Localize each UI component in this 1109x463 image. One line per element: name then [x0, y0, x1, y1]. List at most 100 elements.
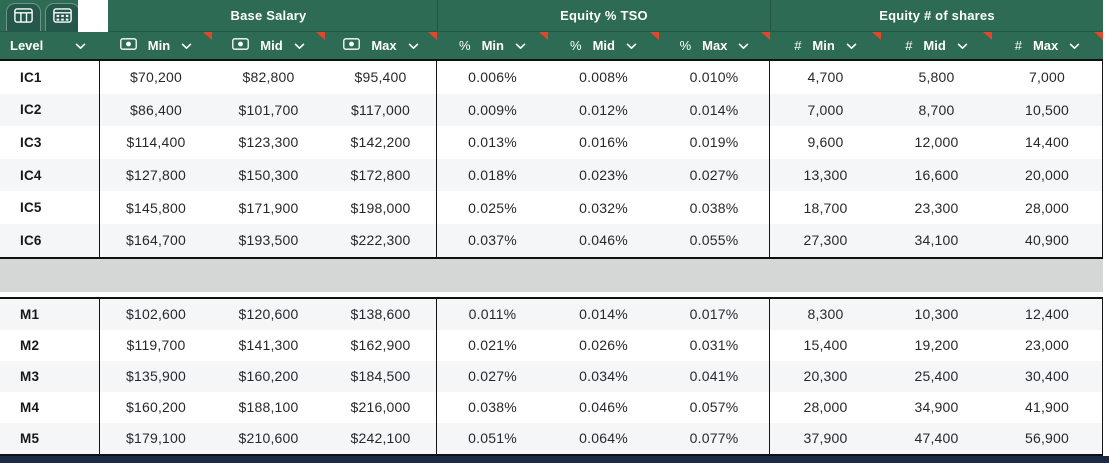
value-cell[interactable]: 14,400 — [992, 126, 1103, 159]
value-cell[interactable]: 18,700 — [770, 191, 881, 224]
value-cell[interactable]: 0.034% — [548, 361, 659, 392]
value-cell[interactable]: 0.026% — [548, 330, 659, 361]
value-cell[interactable]: 28,000 — [770, 392, 881, 423]
value-cell[interactable]: 23,000 — [992, 329, 1103, 361]
value-cell[interactable]: $95,400 — [325, 61, 437, 94]
value-cell[interactable]: $150,300 — [212, 159, 325, 192]
chevron-down-icon[interactable] — [1069, 38, 1080, 53]
value-cell[interactable]: 34,100 — [881, 224, 992, 257]
value-cell[interactable]: 7,000 — [992, 61, 1103, 94]
value-cell[interactable]: 47,400 — [881, 423, 992, 454]
level-cell[interactable]: M5 — [0, 422, 100, 454]
value-cell[interactable]: 10,500 — [992, 93, 1103, 127]
value-cell[interactable]: $188,100 — [212, 392, 325, 423]
value-cell[interactable]: 0.046% — [548, 224, 659, 257]
value-cell[interactable]: 34,900 — [881, 392, 992, 423]
value-cell[interactable]: $145,800 — [100, 191, 212, 224]
value-cell[interactable]: 0.038% — [659, 191, 770, 224]
value-cell[interactable]: 8,700 — [881, 94, 992, 127]
column-header-equity-of-shares-min[interactable]: # Min — [770, 32, 881, 59]
value-cell[interactable]: 7,000 — [770, 94, 881, 127]
value-cell[interactable]: 0.027% — [659, 158, 770, 192]
value-cell[interactable]: 4,700 — [770, 61, 881, 94]
value-cell[interactable]: 0.018% — [437, 159, 548, 192]
level-cell[interactable]: M3 — [0, 360, 100, 392]
value-cell[interactable]: $171,900 — [212, 191, 325, 224]
level-cell[interactable]: M4 — [0, 391, 100, 423]
column-header-equity-tso-min[interactable]: % Min — [437, 32, 548, 59]
value-cell[interactable]: 19,200 — [881, 330, 992, 361]
value-cell[interactable]: 0.023% — [548, 159, 659, 192]
value-cell[interactable]: 20,000 — [992, 158, 1103, 192]
value-cell[interactable]: $86,400 — [100, 94, 212, 127]
value-cell[interactable]: 0.041% — [659, 360, 770, 392]
value-cell[interactable]: $179,100 — [100, 423, 212, 454]
value-cell[interactable]: $193,500 — [212, 224, 325, 257]
value-cell[interactable]: 0.017% — [659, 298, 770, 330]
value-cell[interactable]: 10,300 — [881, 299, 992, 330]
value-cell[interactable]: 0.010% — [659, 61, 770, 94]
level-cell[interactable]: IC5 — [0, 191, 100, 224]
chevron-down-icon[interactable] — [75, 38, 86, 53]
value-cell[interactable]: 0.012% — [548, 94, 659, 127]
value-cell[interactable]: 30,400 — [992, 360, 1103, 392]
value-cell[interactable]: 0.009% — [437, 94, 548, 127]
value-cell[interactable]: 0.037% — [437, 224, 548, 257]
value-cell[interactable]: 0.027% — [437, 361, 548, 392]
level-cell[interactable]: M1 — [0, 298, 100, 330]
calc-view-tab[interactable] — [45, 3, 80, 31]
value-cell[interactable]: $135,900 — [100, 361, 212, 392]
value-cell[interactable]: $117,000 — [325, 93, 437, 127]
level-cell[interactable]: IC3 — [0, 126, 100, 159]
level-cell[interactable]: IC4 — [0, 158, 100, 192]
value-cell[interactable]: 0.016% — [548, 126, 659, 159]
value-cell[interactable]: 9,600 — [770, 126, 881, 159]
value-cell[interactable]: 0.021% — [437, 330, 548, 361]
value-cell[interactable]: $210,600 — [212, 423, 325, 454]
chevron-down-icon[interactable] — [181, 38, 192, 53]
level-cell[interactable]: IC2 — [0, 93, 100, 127]
level-cell[interactable]: IC1 — [0, 61, 100, 94]
chevron-down-icon[interactable] — [957, 38, 968, 53]
value-cell[interactable]: $222,300 — [325, 223, 437, 257]
value-cell[interactable]: 0.006% — [437, 61, 548, 94]
value-cell[interactable]: $138,600 — [325, 298, 437, 330]
value-cell[interactable]: $184,500 — [325, 360, 437, 392]
level-cell[interactable]: IC6 — [0, 223, 100, 257]
value-cell[interactable]: 0.046% — [548, 392, 659, 423]
value-cell[interactable]: $242,100 — [325, 422, 437, 454]
value-cell[interactable]: $82,800 — [212, 61, 325, 94]
value-cell[interactable]: $162,900 — [325, 329, 437, 361]
value-cell[interactable]: 40,900 — [992, 223, 1103, 257]
value-cell[interactable]: 12,400 — [992, 298, 1103, 330]
value-cell[interactable]: $102,600 — [100, 299, 212, 330]
value-cell[interactable]: 0.038% — [437, 392, 548, 423]
value-cell[interactable]: 15,400 — [770, 330, 881, 361]
value-cell[interactable]: 0.031% — [659, 329, 770, 361]
value-cell[interactable]: $172,800 — [325, 158, 437, 192]
value-cell[interactable]: $216,000 — [325, 391, 437, 423]
value-cell[interactable]: 16,600 — [881, 159, 992, 192]
chevron-down-icon[interactable] — [846, 38, 857, 53]
column-header-equity-of-shares-mid[interactable]: # Mid — [881, 32, 992, 59]
chevron-down-icon[interactable] — [294, 38, 305, 53]
value-cell[interactable]: 13,300 — [770, 159, 881, 192]
value-cell[interactable]: 0.051% — [437, 423, 548, 454]
value-cell[interactable]: $142,200 — [325, 126, 437, 159]
grid-view-tab[interactable] — [6, 3, 41, 31]
value-cell[interactable]: 0.057% — [659, 391, 770, 423]
value-cell[interactable]: 41,900 — [992, 391, 1103, 423]
value-cell[interactable]: $120,600 — [212, 299, 325, 330]
column-header-base-salary-max[interactable]: Max — [325, 32, 437, 59]
value-cell[interactable]: $141,300 — [212, 330, 325, 361]
value-cell[interactable]: 0.008% — [548, 61, 659, 94]
value-cell[interactable]: $119,700 — [100, 330, 212, 361]
column-header-equity-tso-mid[interactable]: % Mid — [548, 32, 659, 59]
value-cell[interactable]: 0.013% — [437, 126, 548, 159]
value-cell[interactable]: 37,900 — [770, 423, 881, 454]
chevron-down-icon[interactable] — [408, 38, 419, 53]
value-cell[interactable]: $127,800 — [100, 159, 212, 192]
value-cell[interactable]: 27,300 — [770, 224, 881, 257]
value-cell[interactable]: $160,200 — [212, 361, 325, 392]
value-cell[interactable]: 56,900 — [992, 422, 1103, 454]
